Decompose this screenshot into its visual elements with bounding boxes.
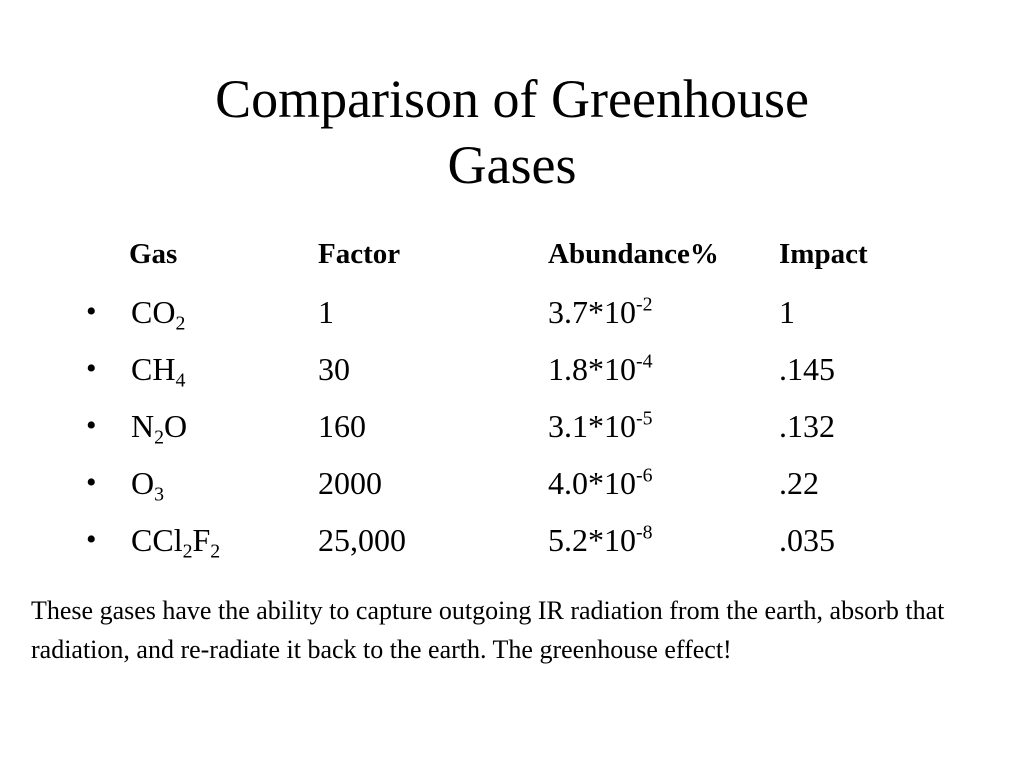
gas-formula: O3 bbox=[131, 465, 165, 506]
footnote: These gases have the ability to capture … bbox=[31, 596, 945, 664]
factor-value: 2000 bbox=[318, 465, 382, 501]
factor-value: 25,000 bbox=[318, 522, 406, 558]
impact-value: 1 bbox=[779, 294, 795, 330]
factor-value: 160 bbox=[318, 408, 366, 444]
impact-value: .132 bbox=[779, 408, 835, 444]
abundance-value: 3.7*10-2 bbox=[548, 293, 653, 330]
header-factor: Factor bbox=[318, 238, 401, 270]
abundance-value: 4.0*10-6 bbox=[548, 464, 653, 501]
slide-title: Comparison of Greenhouse Gases bbox=[0, 66, 1024, 198]
gas-formula: CH4 bbox=[131, 351, 186, 392]
factor-value: 1 bbox=[318, 294, 334, 330]
factor-value: 30 bbox=[318, 351, 350, 387]
list-bullet: • bbox=[86, 409, 97, 442]
title-line-1: Comparison of Greenhouse bbox=[215, 69, 809, 129]
impact-value: .22 bbox=[779, 465, 819, 501]
header-impact: Impact bbox=[779, 238, 868, 270]
gas-formula: CCl2F2 bbox=[131, 522, 221, 563]
gas-formula: N2O bbox=[131, 408, 188, 449]
gas-formula: CO2 bbox=[131, 294, 186, 335]
title-line-2: Gases bbox=[447, 135, 577, 195]
list-bullet: • bbox=[86, 352, 97, 385]
list-bullet: • bbox=[86, 523, 97, 556]
abundance-value: 1.8*10-4 bbox=[548, 350, 653, 387]
impact-value: .035 bbox=[779, 522, 835, 558]
list-bullet: • bbox=[86, 295, 97, 328]
header-abundance: Abundance% bbox=[548, 238, 719, 270]
impact-value: .145 bbox=[779, 351, 835, 387]
abundance-value: 5.2*10-8 bbox=[548, 521, 653, 558]
abundance-value: 3.1*10-5 bbox=[548, 407, 653, 444]
list-bullet: • bbox=[86, 466, 97, 499]
header-gas: Gas bbox=[129, 238, 178, 270]
